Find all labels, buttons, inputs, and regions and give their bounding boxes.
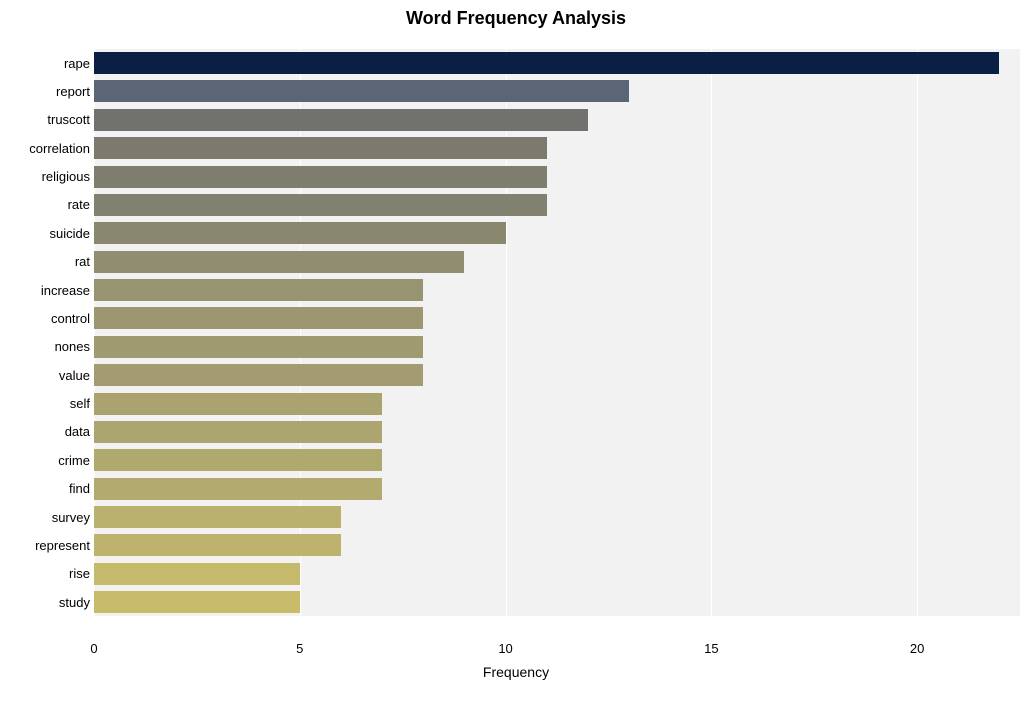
bar bbox=[94, 393, 382, 415]
bar bbox=[94, 222, 506, 244]
bar bbox=[94, 364, 423, 386]
bar bbox=[94, 194, 547, 216]
y-tick-label: represent bbox=[35, 539, 90, 552]
y-tick-label: religious bbox=[42, 170, 90, 183]
y-tick-label: suicide bbox=[50, 227, 90, 240]
bar bbox=[94, 506, 341, 528]
bar bbox=[94, 251, 464, 273]
y-tick-label: self bbox=[70, 397, 90, 410]
bar bbox=[94, 137, 547, 159]
x-tick-label: 10 bbox=[498, 642, 512, 655]
y-tick-label: nones bbox=[55, 340, 90, 353]
bar bbox=[94, 52, 999, 74]
bar bbox=[94, 478, 382, 500]
y-tick-label: rate bbox=[68, 198, 90, 211]
bar bbox=[94, 421, 382, 443]
y-tick-label: data bbox=[65, 425, 90, 438]
x-tick-label: 5 bbox=[296, 642, 303, 655]
y-tick-label: report bbox=[56, 85, 90, 98]
bar bbox=[94, 109, 588, 131]
y-tick-label: survey bbox=[52, 511, 90, 524]
bar bbox=[94, 80, 629, 102]
bar bbox=[94, 449, 382, 471]
chart-title: Word Frequency Analysis bbox=[0, 8, 1032, 29]
x-tick-label: 15 bbox=[704, 642, 718, 655]
y-tick-label: increase bbox=[41, 284, 90, 297]
y-tick-label: correlation bbox=[29, 142, 90, 155]
y-tick-label: rape bbox=[64, 57, 90, 70]
y-tick-label: rise bbox=[69, 567, 90, 580]
y-tick-label: find bbox=[69, 482, 90, 495]
y-tick-label: study bbox=[59, 596, 90, 609]
gridline bbox=[917, 38, 918, 634]
plot-area bbox=[94, 38, 1020, 634]
bar bbox=[94, 307, 423, 329]
y-tick-label: crime bbox=[58, 454, 90, 467]
bar bbox=[94, 336, 423, 358]
y-tick-label: rat bbox=[75, 255, 90, 268]
x-axis-title: Frequency bbox=[0, 664, 1032, 680]
x-tick-label: 20 bbox=[910, 642, 924, 655]
y-tick-label: truscott bbox=[47, 113, 90, 126]
gridline bbox=[711, 38, 712, 634]
bar bbox=[94, 279, 423, 301]
y-tick-label: value bbox=[59, 369, 90, 382]
bar bbox=[94, 166, 547, 188]
y-tick-label: control bbox=[51, 312, 90, 325]
bar bbox=[94, 534, 341, 556]
bar bbox=[94, 563, 300, 585]
bar bbox=[94, 591, 300, 613]
word-frequency-chart: Word Frequency Analysis rape report trusco… bbox=[0, 0, 1032, 701]
x-tick-label: 0 bbox=[90, 642, 97, 655]
